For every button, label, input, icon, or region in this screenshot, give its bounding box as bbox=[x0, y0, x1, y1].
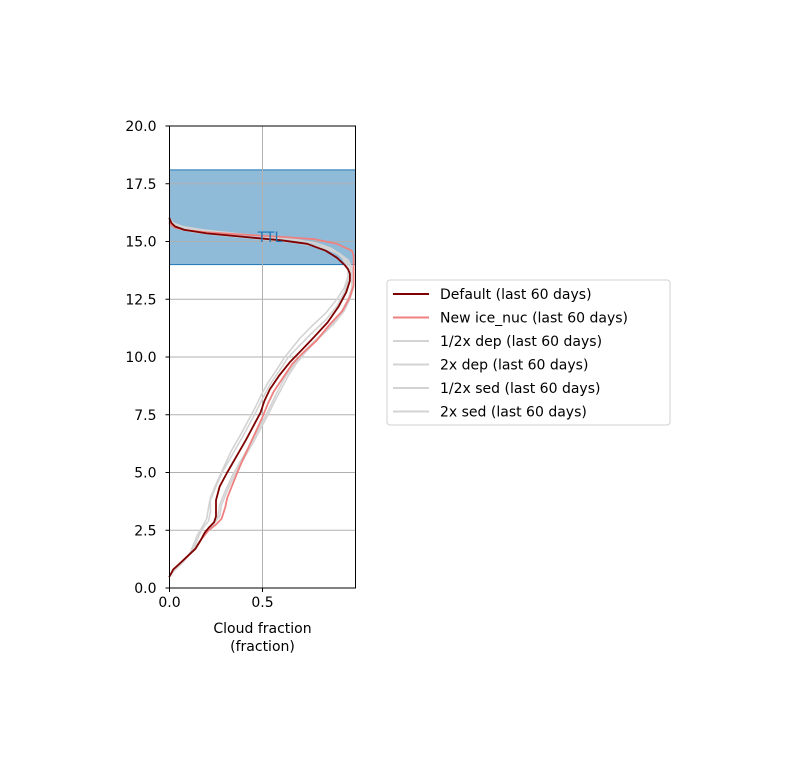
x-tick-label: 0.0 bbox=[158, 595, 180, 611]
legend-label: 2x dep (last 60 days) bbox=[440, 358, 588, 374]
series-lines bbox=[168, 217, 355, 578]
series-line-4 bbox=[168, 219, 349, 578]
legend-label: 2x sed (last 60 days) bbox=[440, 405, 587, 421]
x-axis: 0.0 0.5 bbox=[158, 588, 274, 611]
x-tick-label: 0.5 bbox=[251, 595, 273, 611]
legend: Default (last 60 days) New ice_nuc (last … bbox=[386, 279, 671, 426]
legend-label: Default (last 60 days) bbox=[440, 287, 592, 303]
legend-box bbox=[386, 279, 671, 426]
y-tick-label: 15.0 bbox=[125, 235, 156, 251]
y-tick-label: 7.5 bbox=[134, 408, 156, 424]
y-tick-label: 12.5 bbox=[125, 292, 156, 308]
y-tick-label: 0.0 bbox=[134, 581, 156, 597]
plot-area: TTL bbox=[168, 125, 356, 589]
y-axis: 0.0 2.5 5.0 7.5 10.0 12.5 15.0 17.5 20.0 bbox=[125, 119, 170, 597]
y-tick-label: 2.5 bbox=[134, 523, 156, 539]
ttl-annotation: TTL bbox=[257, 230, 283, 246]
legend-label: 1/2x sed (last 60 days) bbox=[440, 381, 600, 397]
series-line-3 bbox=[168, 219, 353, 578]
series-line-2 bbox=[168, 217, 349, 578]
y-tick-label: 10.0 bbox=[125, 350, 156, 366]
legend-label: New ice_nuc (last 60 days) bbox=[440, 311, 628, 327]
series-line-0 bbox=[168, 217, 351, 578]
y-tick-label: 5.0 bbox=[134, 466, 156, 482]
series-line-1 bbox=[168, 222, 355, 578]
y-tick-label: 17.5 bbox=[125, 177, 156, 193]
y-tick-label: 20.0 bbox=[125, 119, 156, 135]
x-axis-title-line1: Cloud fraction bbox=[213, 621, 311, 637]
series-line-5 bbox=[168, 219, 355, 578]
legend-label: 1/2x dep (last 60 days) bbox=[440, 334, 602, 350]
x-axis-title-line2: (fraction) bbox=[230, 639, 295, 655]
